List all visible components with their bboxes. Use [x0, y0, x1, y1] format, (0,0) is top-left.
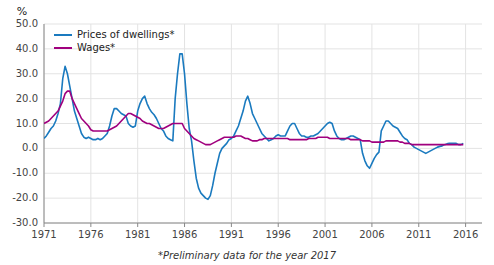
x-grid-line — [137, 24, 138, 223]
y-tick-label: -30.0 — [12, 217, 38, 228]
y-grid-line — [44, 73, 482, 74]
y-tick-label: -10.0 — [12, 167, 38, 178]
legend-label: Prices of dwellings* — [77, 29, 175, 40]
axes: -30.0 -20.0 -10.0 0.0 10.0 20.0 30.0 40.0 50.0 19… — [12, 18, 482, 240]
x-tick-label: 1991 — [219, 229, 244, 240]
y-tick-label: -20.0 — [12, 192, 38, 203]
x-tick-label: 2006 — [359, 229, 384, 240]
x-tick — [371, 223, 372, 227]
series-line — [44, 54, 463, 200]
x-grid-line — [278, 24, 279, 223]
y-tick-label: 50.0 — [16, 18, 38, 29]
y-tick-label: 30.0 — [16, 68, 38, 79]
y-grid-line — [44, 98, 482, 99]
x-grid-line — [184, 24, 185, 223]
x-grid-line — [418, 24, 419, 223]
footnote: *Preliminary data for the year 2017 — [158, 250, 337, 261]
x-tick — [184, 223, 185, 227]
y-tick-label: 0.0 — [22, 142, 38, 153]
x-tick — [418, 223, 419, 227]
y-grid-line — [44, 223, 482, 224]
x-tick-label: 1976 — [78, 229, 103, 240]
y-grid-line — [44, 198, 482, 199]
x-tick — [137, 223, 138, 227]
x-tick — [44, 223, 45, 227]
x-tick — [231, 223, 232, 227]
y-tick-label: 40.0 — [16, 43, 38, 54]
x-grid-line — [325, 24, 326, 223]
x-axis-line — [44, 223, 482, 224]
x-grid-line — [371, 24, 372, 223]
legend: Prices of dwellings* Wages* — [54, 29, 175, 53]
y-axis-label: % — [17, 5, 27, 18]
y-grid-line — [44, 173, 482, 174]
x-tick-label: 2001 — [312, 229, 337, 240]
grid — [44, 24, 482, 223]
y-tick-label: 10.0 — [16, 118, 38, 129]
y-grid-line — [44, 24, 482, 25]
x-grid-line — [465, 24, 466, 223]
y-tick-label: 20.0 — [16, 93, 38, 104]
x-tick — [278, 223, 279, 227]
legend-swatch — [54, 47, 72, 49]
legend-swatch — [54, 34, 72, 36]
x-tick — [90, 223, 91, 227]
x-tick — [465, 223, 466, 227]
legend-label: Wages* — [77, 42, 115, 53]
x-tick-label: 1996 — [265, 229, 290, 240]
x-tick-label: 1986 — [172, 229, 197, 240]
x-tick-label: 1971 — [31, 229, 56, 240]
chart: -30.0 -20.0 -10.0 0.0 10.0 20.0 30.0 40.0 50.0 19… — [0, 0, 494, 265]
x-tick-label: 2011 — [406, 229, 431, 240]
x-tick — [325, 223, 326, 227]
series-line — [44, 91, 463, 144]
x-tick-label: 1981 — [125, 229, 150, 240]
x-tick-label: 2016 — [453, 229, 478, 240]
x-grid-line — [231, 24, 232, 223]
plot-area — [44, 54, 463, 200]
x-grid-line — [90, 24, 91, 223]
